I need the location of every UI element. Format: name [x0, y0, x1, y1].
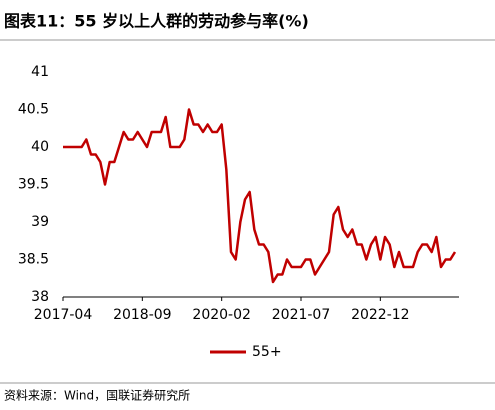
x-tick-label: 2020-02: [192, 307, 251, 323]
y-tick-label: 39.5: [18, 177, 49, 193]
legend-label: 55+: [252, 344, 282, 360]
y-tick-label: 40: [31, 139, 49, 155]
y-tick-label: 41: [31, 64, 49, 80]
chart-title: 图表11：55 岁以上人群的劳动参与率(%): [4, 12, 309, 31]
x-tick-label: 2018-09: [113, 307, 172, 323]
series-line: [63, 108, 457, 284]
x-tick-label: 2021-07: [272, 307, 331, 323]
y-tick-label: 40.5: [18, 102, 49, 118]
source: 资料来源：Wind，国联证券研究所: [4, 388, 190, 403]
x-tick-label: 2017-04: [34, 307, 93, 323]
y-tick-label: 38.5: [18, 252, 49, 268]
x-tick-label: 2022-12: [351, 307, 410, 323]
y-tick-label: 38: [31, 289, 49, 305]
y-tick-label: 39: [31, 214, 49, 230]
